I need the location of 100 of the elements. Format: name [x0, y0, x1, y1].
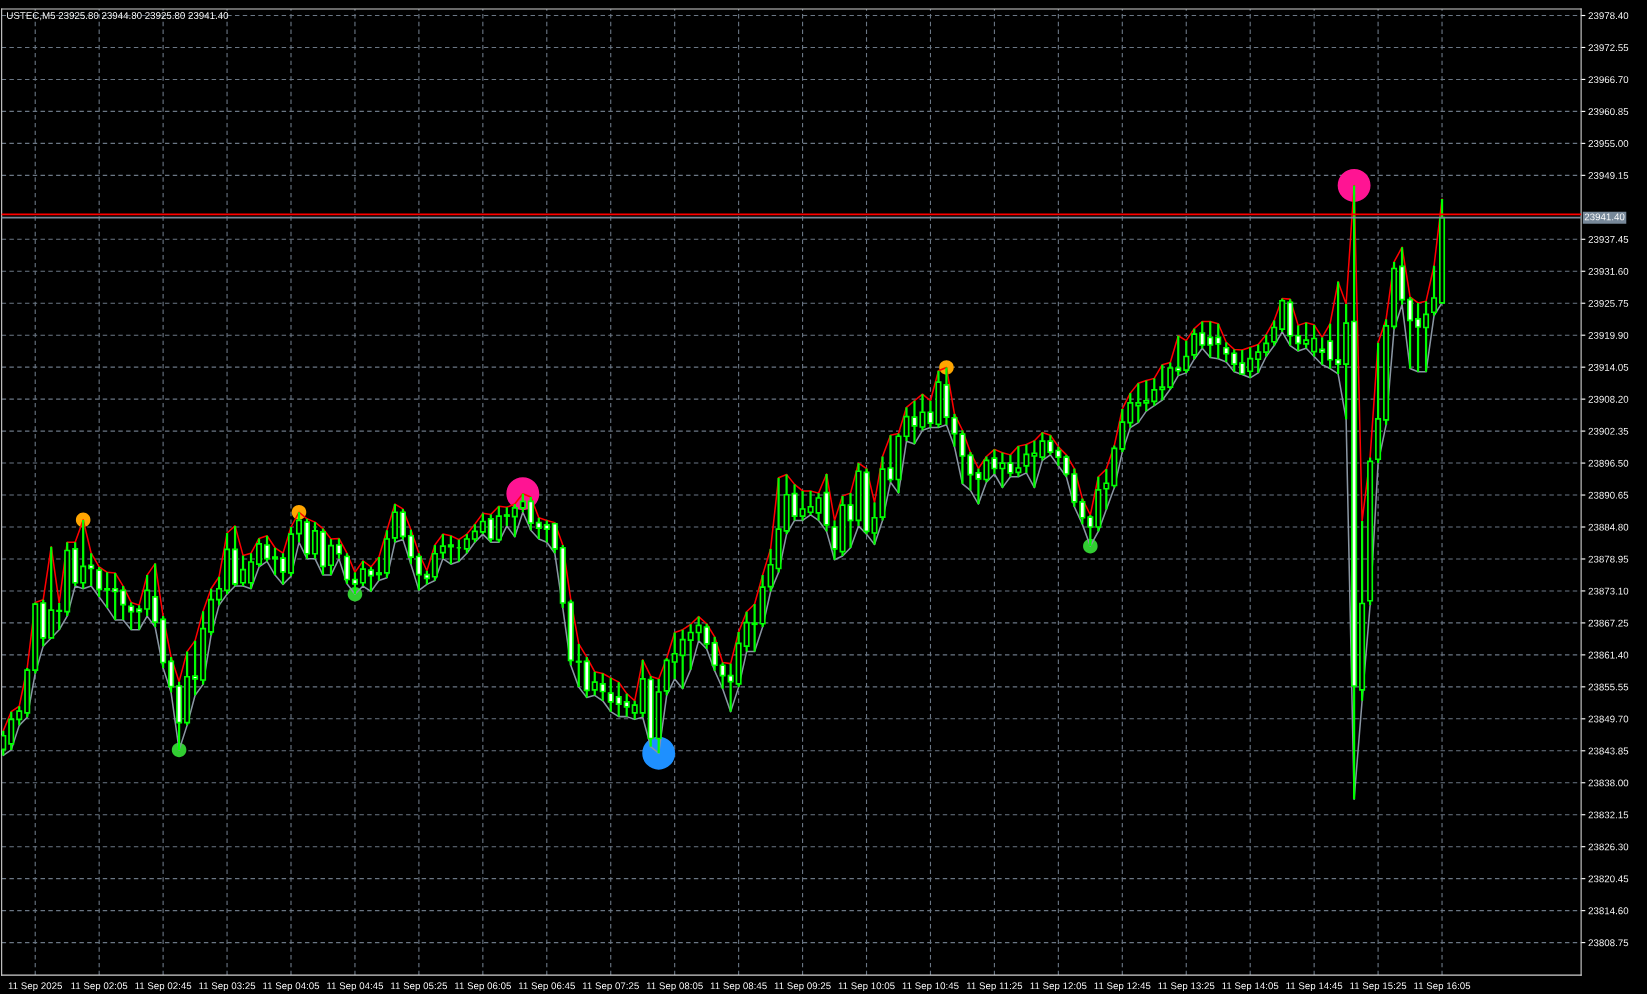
candlestick — [1231, 348, 1238, 373]
y-tick-label: 23890.65 — [1588, 491, 1629, 499]
candlestick — [263, 534, 271, 563]
candlestick — [112, 571, 119, 622]
candlestick — [1255, 343, 1262, 375]
candlestick — [1303, 321, 1310, 350]
candlestick — [975, 467, 982, 506]
x-tick-label: 11 Sep 03:25 — [199, 982, 256, 992]
y-tick-label: 23826.30 — [1588, 843, 1629, 851]
candlestick — [743, 610, 750, 653]
candlestick — [1063, 453, 1070, 478]
candlestick — [495, 505, 502, 544]
candlestick — [623, 692, 630, 718]
y-tick-label: 23814.60 — [1588, 907, 1629, 915]
y-tick-label: 23861.40 — [1588, 651, 1629, 659]
candlestick — [88, 552, 95, 588]
candlestick — [463, 533, 470, 555]
candlestick — [439, 533, 446, 560]
candlestick — [104, 571, 111, 609]
candlestick — [192, 639, 199, 697]
y-tick-label: 23902.35 — [1588, 427, 1629, 435]
candlestick — [951, 412, 958, 448]
candlestick — [991, 448, 998, 476]
y-tick-label: 23896.50 — [1588, 459, 1629, 467]
candlestick — [1199, 320, 1206, 350]
candlestick — [415, 552, 422, 592]
candlestick — [279, 552, 287, 586]
candlestick — [1143, 379, 1150, 413]
y-tick-label: 23878.95 — [1588, 555, 1629, 563]
x-tick-label: 11 Sep 14:45 — [1286, 982, 1343, 992]
candlestick — [1079, 497, 1086, 526]
candlestick — [1183, 339, 1190, 375]
candlestick — [295, 511, 303, 544]
candlestick — [311, 520, 319, 560]
candlestick — [216, 575, 223, 607]
candlestick — [16, 705, 23, 727]
x-tick-label: 11 Sep 04:45 — [327, 982, 384, 992]
candlestick — [447, 534, 454, 566]
x-tick-label: 11 Sep 2025 — [8, 982, 63, 992]
candlestick — [519, 492, 526, 514]
x-tick-label: 11 Sep 06:05 — [455, 982, 511, 992]
candlestick — [1407, 295, 1414, 370]
x-tick-label: 11 Sep 08:45 — [710, 982, 767, 992]
candlestick — [791, 483, 798, 522]
y-tick-label: 23966.70 — [1588, 76, 1629, 84]
candlestick — [335, 537, 342, 560]
candlestick — [1175, 334, 1182, 377]
y-tick-label: 23838.00 — [1588, 779, 1629, 787]
candlestick — [1087, 513, 1094, 548]
candlestick — [1135, 382, 1142, 424]
x-tick-label: 11 Sep 12:05 — [1030, 982, 1087, 992]
x-tick-label: 11 Sep 15:25 — [1350, 982, 1407, 992]
x-tick-label: 11 Sep 10:45 — [902, 982, 959, 992]
candlestick — [575, 642, 582, 689]
candlestick — [799, 489, 806, 522]
line-series — [2, 302, 1443, 800]
ref-line-label: 23941.40 — [1584, 213, 1625, 221]
y-tick-label: 23808.75 — [1588, 939, 1629, 947]
point — [1337, 169, 1371, 202]
candlestick — [631, 699, 638, 721]
candlestick — [1431, 264, 1438, 317]
candlestick — [831, 519, 838, 561]
candlestick — [471, 523, 478, 544]
x-tick-label: 11 Sep 08:05 — [646, 982, 703, 992]
x-tick-label: 11 Sep 12:45 — [1094, 982, 1151, 992]
y-tick-label: 23955.00 — [1588, 140, 1629, 147]
candlestick — [1295, 324, 1302, 353]
candlestick — [80, 518, 87, 590]
x-tick-label: 11 Sep 11:25 — [966, 982, 1023, 992]
candlestick — [695, 615, 702, 642]
y-tick-label: 23972.55 — [1588, 44, 1629, 52]
x-tick-label: 11 Sep 14:05 — [1222, 982, 1279, 992]
candlestick — [815, 492, 822, 522]
y-tick-label: 23849.70 — [1588, 715, 1629, 723]
candlestick — [487, 513, 494, 544]
candlestick — [351, 571, 358, 596]
candlestick — [671, 631, 678, 681]
candlestick — [1415, 301, 1422, 373]
x-tick-label: 11 Sep 16:05 — [1414, 982, 1471, 992]
candlestick — [1335, 280, 1342, 376]
y-tick-label: 23820.45 — [1588, 875, 1629, 883]
y-tick-label: 23919.90 — [1588, 331, 1629, 339]
candlestick — [327, 537, 335, 577]
candlestick — [128, 601, 135, 631]
y-tick-label: 23855.55 — [1588, 683, 1629, 691]
y-tick-label: 23873.10 — [1588, 587, 1629, 595]
candlestick — [343, 552, 350, 585]
x-tick-label: 11 Sep 06:45 — [518, 982, 575, 992]
y-tick-label: 23925.75 — [1588, 299, 1629, 307]
candlestick — [1319, 336, 1326, 366]
candlestick — [120, 584, 127, 622]
candlestick — [144, 573, 151, 618]
candlestick — [479, 512, 486, 536]
candlestick — [1247, 346, 1254, 379]
x-tick-label: 11 Sep 13:25 — [1158, 982, 1215, 992]
x-tick-label: 11 Sep 05:25 — [391, 982, 448, 992]
candlestick — [719, 661, 726, 690]
candlestick — [1239, 348, 1246, 376]
x-tick-label: 11 Sep 07:25 — [582, 982, 639, 992]
candlestick — [1311, 323, 1318, 358]
